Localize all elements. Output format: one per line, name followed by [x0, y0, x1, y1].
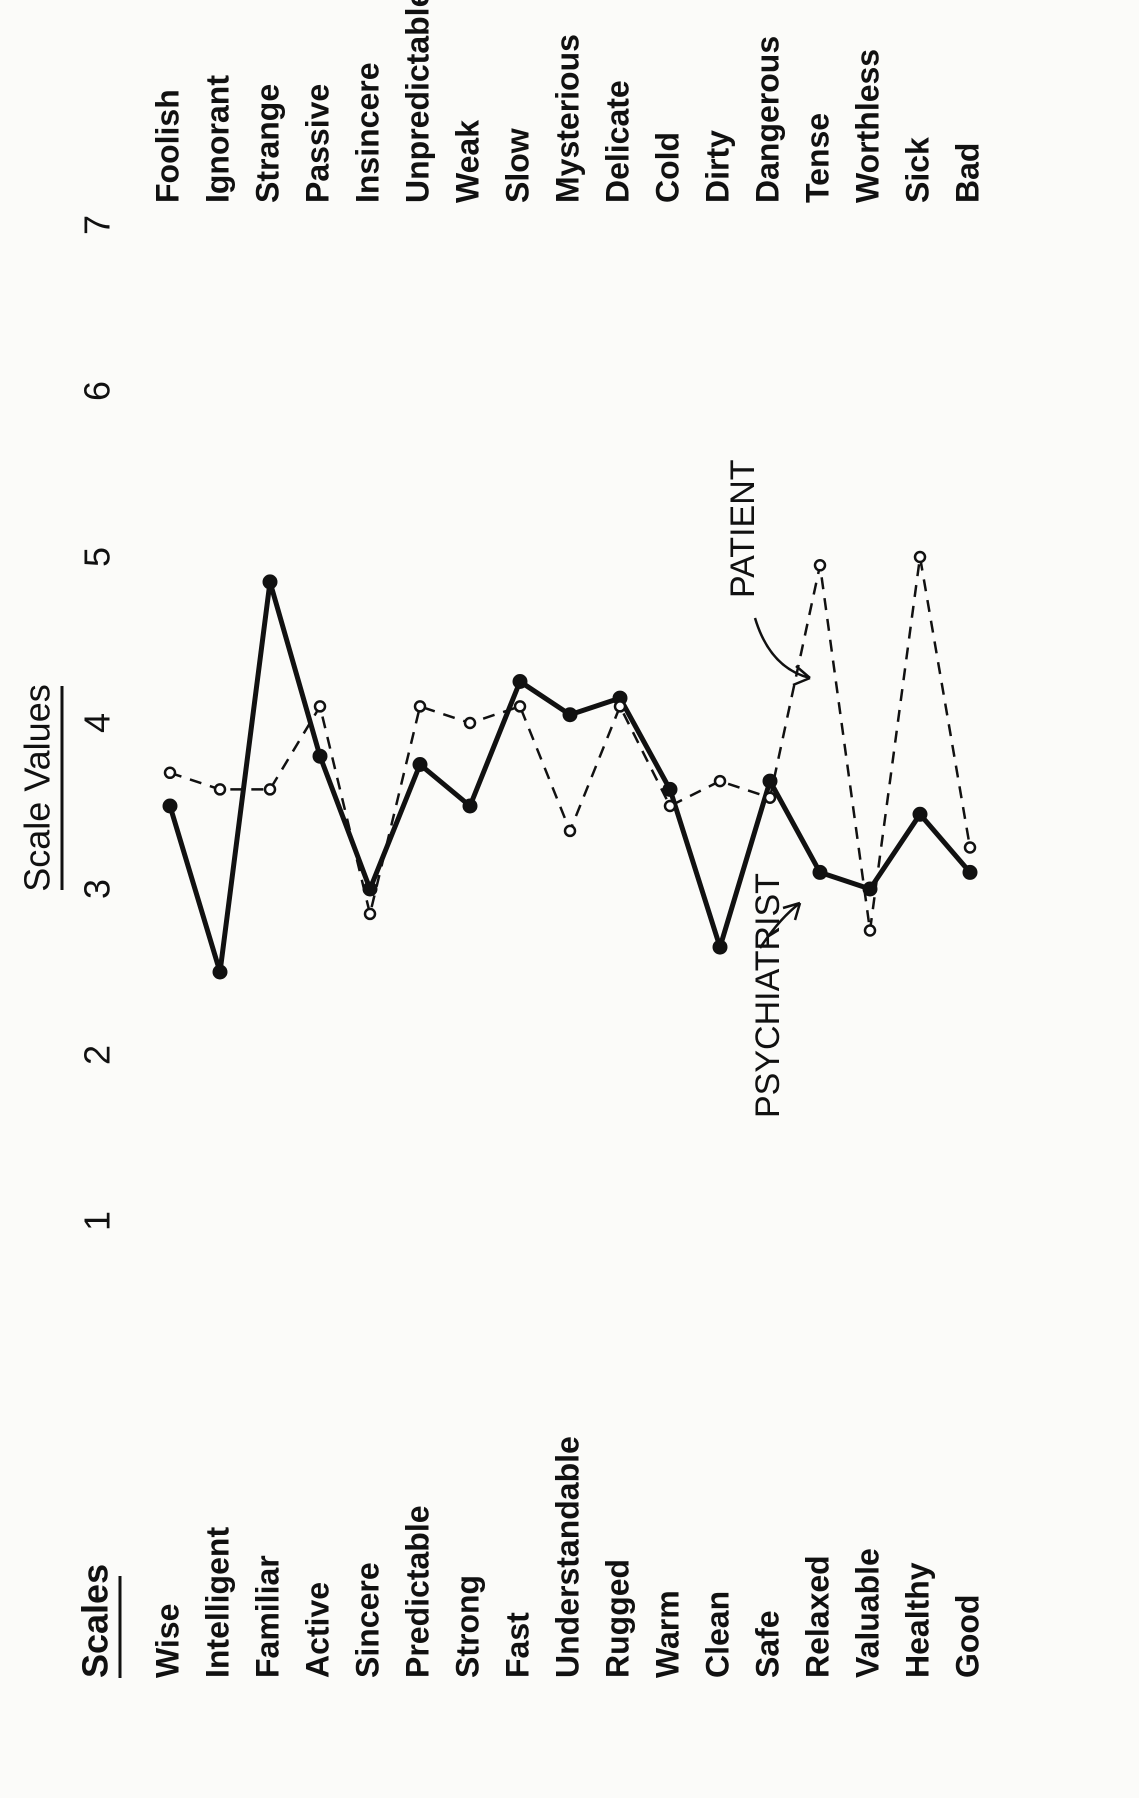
category-label-left: Clean [699, 1591, 735, 1678]
data-point-patient [713, 774, 727, 788]
category-label-right: Dirty [699, 130, 735, 203]
category-label-right: Worthless [849, 49, 885, 203]
data-point-psychiatrist [862, 881, 878, 897]
category-label-left: Safe [749, 1610, 785, 1678]
data-point-patient [313, 700, 327, 713]
data-point-patient [813, 559, 827, 572]
series-label-psychiatrist: PSYCHIATRIST [749, 873, 787, 1118]
data-point-patient [263, 783, 277, 796]
category-label-right: Dangerous [749, 36, 785, 203]
data-point-psychiatrist [912, 806, 928, 822]
category-label-right: Foolish [149, 89, 185, 203]
tick-label-2: 2 [77, 1045, 118, 1065]
category-label-right: Bad [949, 143, 985, 203]
category-label-left: Rugged [599, 1559, 635, 1678]
category-label-right: Ignorant [199, 75, 235, 203]
category-label-right: Insincere [349, 62, 385, 203]
data-point-psychiatrist [562, 707, 578, 723]
data-point-patient [513, 700, 527, 713]
category-label-right: Mysterious [549, 34, 585, 203]
data-point-patient [663, 799, 677, 813]
patient-arrow [753, 617, 811, 680]
category-label-left: Warm [649, 1590, 685, 1678]
data-point-psychiatrist [362, 881, 378, 897]
data-point-psychiatrist [712, 939, 728, 955]
category-label-left: Relaxed [799, 1555, 835, 1678]
category-label-left: Predictable [399, 1505, 435, 1678]
data-point-psychiatrist [312, 748, 328, 764]
data-point-patient [863, 924, 877, 937]
tick-label-5: 5 [77, 547, 118, 567]
data-point-psychiatrist [412, 757, 428, 772]
tick-label-3: 3 [77, 879, 118, 899]
data-point-patient [413, 700, 427, 713]
data-point-patient [163, 766, 177, 780]
data-point-patient [763, 791, 777, 804]
data-point-psychiatrist [162, 798, 178, 814]
axis-title: Scale Values [17, 684, 58, 891]
category-label-left: Strong [449, 1575, 485, 1678]
category-label-right: Sick [899, 137, 935, 203]
series-line-patient [169, 555, 972, 932]
category-label-left: Valuable [849, 1548, 885, 1678]
category-label-right: Slow [499, 128, 535, 203]
category-label-left: Understandable [549, 1436, 585, 1678]
data-point-psychiatrist [762, 773, 778, 789]
data-point-psychiatrist [512, 674, 528, 689]
category-label-left: Fast [499, 1612, 535, 1678]
category-label-left: Intelligent [199, 1527, 235, 1678]
category-label-right: Passive [299, 84, 335, 203]
category-label-right: Strange [249, 84, 285, 203]
tick-label-6: 6 [77, 381, 118, 401]
series-label-patient: PATIENT [724, 459, 762, 598]
category-label-left: Familiar [249, 1555, 285, 1678]
psychiatrist-arrowhead [782, 901, 802, 921]
data-point-patient [463, 716, 477, 730]
category-label-left: Sincere [349, 1562, 385, 1678]
data-point-patient [613, 700, 627, 713]
tick-label-7: 7 [77, 215, 118, 235]
category-label-right: Tense [799, 113, 835, 203]
data-point-patient [213, 783, 227, 796]
patient-arrowhead [792, 665, 811, 687]
psychiatrist-arrow [758, 902, 801, 949]
series-line-psychiatrist [167, 579, 972, 975]
category-label-left: Active [299, 1582, 335, 1678]
data-point-psychiatrist [662, 781, 678, 797]
tick-label-1: 1 [77, 1211, 118, 1231]
data-point-patient [913, 550, 927, 564]
data-point-psychiatrist [212, 964, 228, 980]
data-point-patient [563, 824, 577, 838]
category-label-right: Weak [449, 120, 485, 203]
category-label-left: Wise [149, 1604, 185, 1678]
category-label-left: Good [949, 1594, 985, 1678]
tick-label-4: 4 [77, 713, 118, 733]
category-label-left: Healthy [899, 1562, 935, 1678]
data-point-psychiatrist [262, 574, 278, 590]
data-point-psychiatrist [462, 798, 478, 814]
category-label-right: Unpredictable [399, 0, 435, 203]
scale-header: Scales [75, 1564, 116, 1678]
category-label-right: Cold [649, 132, 685, 203]
category-label-right: Delicate [599, 80, 635, 203]
data-point-patient [363, 907, 377, 921]
data-point-psychiatrist [812, 864, 828, 880]
data-point-patient [963, 841, 977, 854]
data-point-psychiatrist [962, 864, 978, 880]
